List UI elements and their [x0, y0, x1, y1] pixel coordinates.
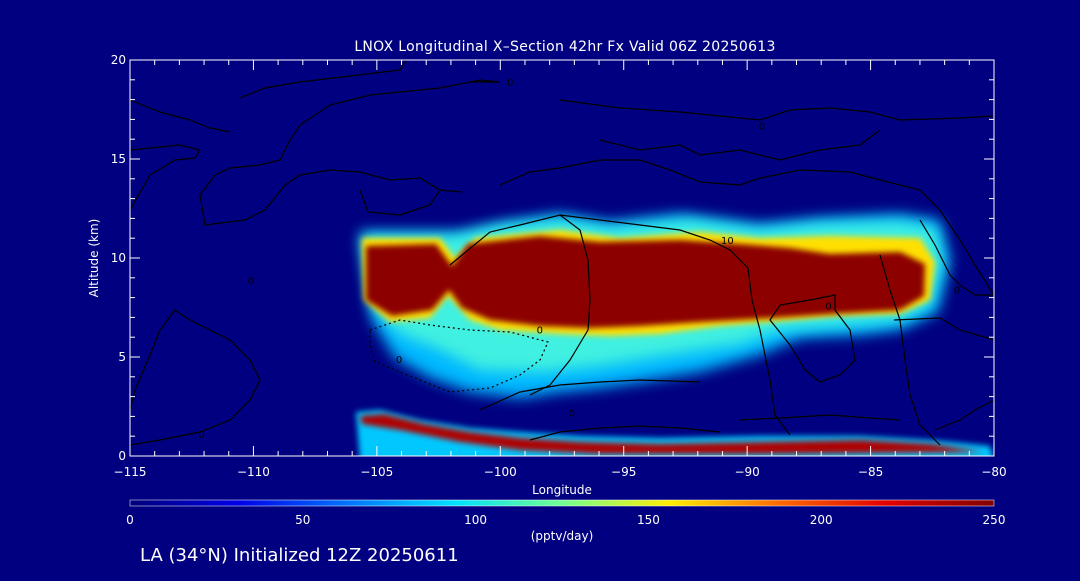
colorbar-gradient: [129, 499, 995, 507]
contour-line: [529, 425, 721, 441]
footer-label: LA (34°N) Initialized 12Z 20250611: [140, 545, 459, 566]
colorbar-tick-label: 150: [637, 513, 660, 527]
x-tick-label: −105: [360, 465, 393, 479]
x-tick-label: −110: [237, 465, 270, 479]
x-tick-label: −90: [734, 465, 759, 479]
contour-label: 0: [537, 325, 543, 336]
contour-lines: [130, 60, 994, 446]
y-tick-label: 0: [118, 449, 126, 463]
contour-line: [934, 399, 994, 431]
contour-labels: 10 0 0 0 0 0 0 0 0 0: [198, 78, 960, 441]
contour-line: [879, 254, 941, 446]
colorbar-ticks: 0 50 100 150 200 250: [126, 513, 1005, 527]
colorbar: 0 50 100 150 200 250 (pptv/day): [126, 499, 1005, 543]
contour-line: [239, 60, 407, 99]
x-axis: −115 −110 −105 −100 −95 −90 −85 −80: [114, 60, 1007, 479]
colorbar-tick-label: 250: [983, 513, 1006, 527]
y-axis-label: Altitude (km): [87, 219, 101, 298]
x-tick-label: −80: [981, 465, 1006, 479]
contour-line: [130, 309, 261, 446]
contour-line: [769, 294, 856, 383]
contour-line: [199, 169, 463, 226]
contour-label: 0: [954, 286, 960, 297]
colorbar-tick-label: 100: [464, 513, 487, 527]
contour-line: [199, 79, 501, 196]
contour-line: [499, 159, 994, 296]
contour-label: 10: [721, 236, 734, 247]
contour-line: [559, 99, 994, 121]
contour-line: [479, 379, 701, 411]
y-tick-label: 15: [111, 152, 126, 166]
contour-label: 0: [507, 78, 513, 89]
x-axis-label: Longitude: [532, 483, 592, 497]
colorbar-tick-label: 50: [295, 513, 310, 527]
contour-line: [919, 219, 994, 296]
colorbar-label: (pptv/day): [531, 529, 594, 543]
heat-region-core: [366, 236, 925, 328]
contour-line: [559, 214, 791, 436]
y-tick-label: 5: [118, 350, 126, 364]
contour-line: [739, 414, 901, 421]
y-axis: 0 5 10 15 20: [111, 53, 994, 463]
contour-line: [449, 214, 591, 396]
y-tick-label: 20: [111, 53, 126, 67]
contour-line: [893, 317, 994, 341]
contour-label: 0: [569, 408, 575, 419]
contour-line: [130, 99, 231, 133]
x-tick-label: −85: [858, 465, 883, 479]
contour-label: 0: [396, 355, 402, 366]
contour-label: 0: [198, 430, 204, 441]
contour-label: 0: [248, 276, 254, 287]
chart-title: LNOX Longitudinal X–Section 42hr Fx Vali…: [354, 39, 775, 55]
x-tick-label: −115: [114, 465, 147, 479]
contour-line: [130, 144, 201, 211]
contour-label: 0: [759, 121, 765, 132]
colorbar-tick-label: 200: [810, 513, 833, 527]
colorbar-tick-label: 0: [126, 513, 134, 527]
x-tick-label: −100: [484, 465, 517, 479]
x-tick-label: −95: [611, 465, 636, 479]
contour-label: 0: [825, 302, 831, 313]
contour-line: [359, 189, 441, 216]
heat-region-surface-core: [360, 414, 984, 454]
contour-line: [369, 319, 549, 393]
heatmap-field: [356, 214, 993, 456]
y-tick-label: 10: [111, 251, 126, 265]
contour-line: [599, 129, 881, 161]
